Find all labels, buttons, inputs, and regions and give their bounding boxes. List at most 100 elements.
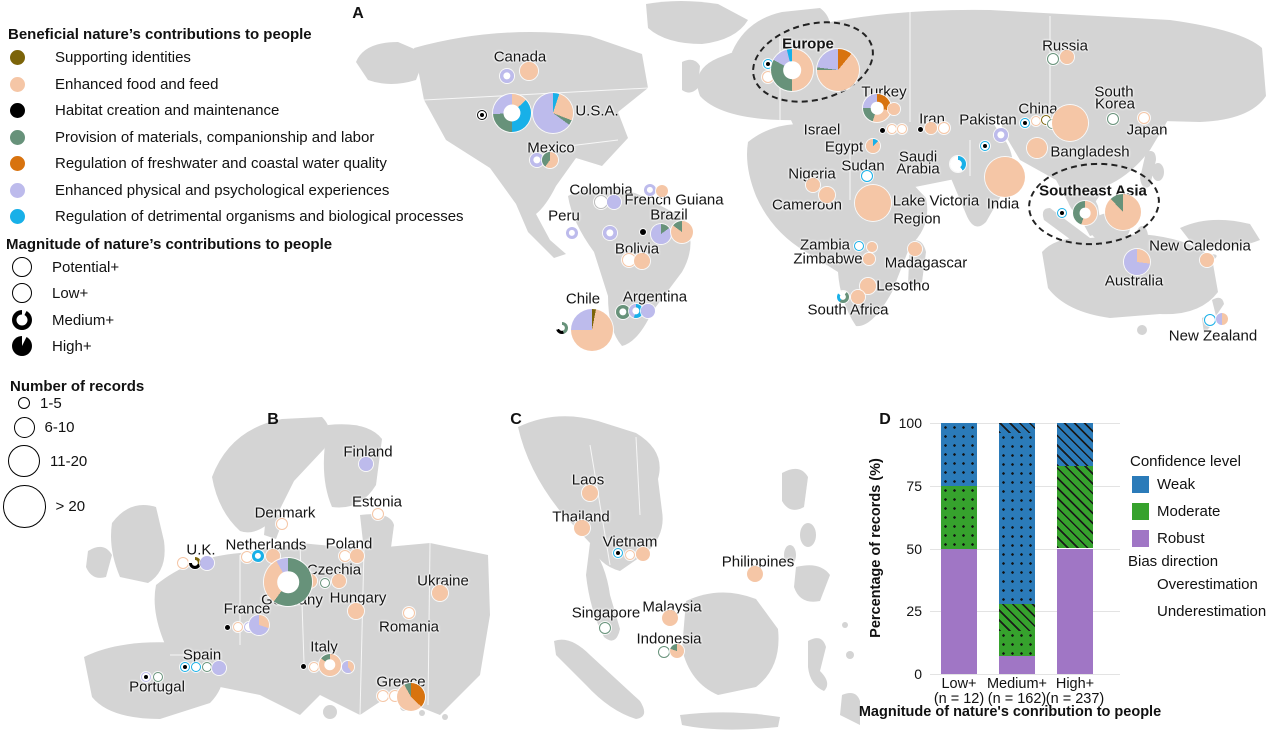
marker-pie [888, 103, 900, 115]
country-label: Madagascar [884, 254, 968, 272]
y-axis-title: Percentage of records (%) [868, 458, 884, 638]
y-tick-label: 50 [906, 540, 922, 557]
bar-segment-moderate [999, 631, 1035, 657]
ring-hole [503, 72, 511, 80]
marker-pie [1124, 249, 1150, 275]
country-label: India [986, 195, 1020, 213]
marker-pie [819, 187, 835, 203]
marker-pie [863, 253, 875, 265]
marker-pie [908, 242, 922, 256]
category-color-dot [10, 103, 25, 118]
category-label: Regulation of detrimental organisms and … [55, 208, 464, 225]
category-color-dot [10, 209, 25, 224]
panel-label-c: C [510, 411, 522, 428]
country-label: U.K. [186, 541, 216, 559]
country-label: Vietnam [602, 533, 658, 551]
marker-pie [671, 221, 693, 243]
marker-pie [200, 556, 214, 570]
country-label: South Africa [807, 301, 889, 319]
country-label: Indonesia [636, 630, 702, 648]
marker-ring [189, 557, 201, 569]
country-label: Saudi [898, 148, 938, 166]
country-label: Spain [182, 646, 222, 664]
records-legend-title: Number of records [10, 378, 145, 395]
country-label: Nigeria [788, 165, 836, 183]
country-label: Egypt [824, 138, 864, 156]
ring-hole [254, 552, 262, 560]
marker-dot [980, 141, 990, 151]
marker-pie [1052, 105, 1088, 141]
marker-pie [656, 185, 668, 197]
ring-hole [533, 156, 541, 164]
marker-ring [566, 227, 578, 239]
marker-filldot [300, 663, 306, 669]
marker-pie [432, 585, 448, 601]
marker-dot [477, 110, 487, 120]
country-label: Zimbabwe [793, 250, 863, 268]
marker-pie [1027, 138, 1047, 158]
ring-hole [839, 293, 847, 301]
confidence-label: Weak [1157, 476, 1196, 493]
record-size-label: 11-20 [50, 453, 88, 470]
marker-pie [582, 485, 598, 501]
marker-ring [556, 322, 568, 334]
marker-open [861, 170, 873, 182]
bias-label: Overestimation [1157, 576, 1258, 593]
ring-hole [997, 131, 1005, 139]
x-axis-title: Magnitude of nature's conribution to peo… [858, 704, 1162, 720]
country-label: Finland [343, 443, 393, 461]
bar-segment-moderate [941, 485, 977, 549]
marker-open [887, 124, 897, 134]
marker-dot [613, 548, 623, 558]
marker-pie [1200, 253, 1214, 267]
country-label: Lesotho [876, 277, 930, 295]
marker-dot [180, 662, 190, 672]
ring-hole [619, 308, 627, 316]
country-label: New Zealand [1168, 327, 1258, 345]
country-label: Pakistan [959, 111, 1017, 129]
bar-segment-weak [999, 423, 1035, 434]
bias-swatch-hatch [1132, 576, 1149, 593]
country-label: Thailand [552, 508, 610, 526]
bias-legend-title: Bias direction [1128, 553, 1219, 570]
bar-segment-robust [999, 656, 1035, 674]
marker-pie [860, 278, 876, 294]
country-label: Japan [1126, 121, 1168, 139]
marker-open [233, 622, 243, 632]
category-color-dot [10, 156, 25, 171]
country-label: Romania [378, 618, 440, 636]
marker-ring [863, 94, 891, 122]
ring-hole [324, 659, 336, 671]
marker-pie [533, 93, 573, 133]
country-label: Bangladesh [1050, 143, 1130, 161]
country-label: Colombia [569, 181, 633, 199]
y-tick-label: 25 [906, 603, 922, 620]
marker-pie [1216, 313, 1228, 325]
marker-pie [1060, 50, 1074, 64]
center-dot [1060, 211, 1064, 215]
gridline [930, 674, 1120, 675]
country-label: Russia [1042, 37, 1088, 55]
country-label: Philippines [721, 553, 795, 571]
center-dot [480, 113, 484, 117]
confidence-label: Robust [1157, 530, 1205, 547]
marker-open [854, 241, 864, 251]
ring-hole [632, 307, 640, 315]
magnitude-symbol-medium [12, 309, 32, 330]
categories-legend-title: Beneficial nature’s contributions to peo… [8, 26, 312, 43]
marker-pie [348, 603, 364, 619]
category-color-dot [10, 76, 25, 92]
country-label: China [1018, 100, 1058, 118]
ring-hole [646, 186, 654, 194]
country-label: Brazil [650, 206, 688, 224]
panel-label-a: A [352, 5, 364, 22]
category-color-dot [10, 182, 25, 198]
marker-filldot [879, 127, 885, 133]
country-label: Czechia [306, 561, 362, 579]
magnitude-symbol-potential [12, 257, 32, 277]
record-size-label: > 20 [55, 498, 86, 515]
country-label: Chile [565, 290, 601, 308]
bias-swatch-dots [1132, 603, 1149, 620]
category-label: Enhanced food and feed [55, 75, 219, 93]
marker-pie [542, 152, 558, 168]
